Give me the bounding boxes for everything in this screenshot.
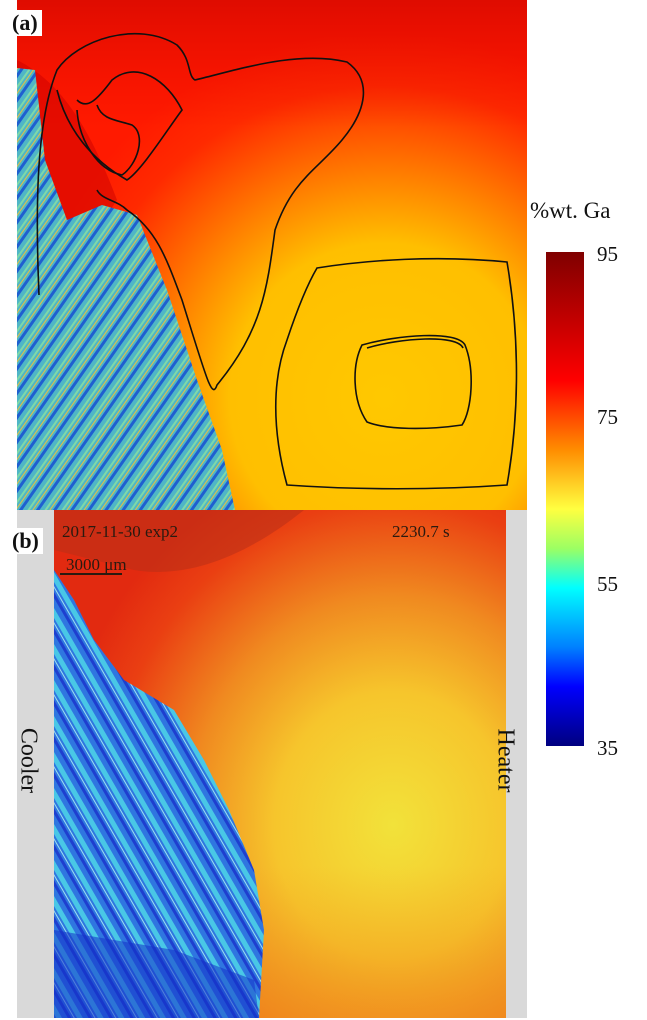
dendrite-region — [17, 68, 235, 510]
time-label: 2230.7 s — [392, 522, 450, 541]
streamlines — [36, 32, 518, 490]
colorbar-title: %wt. Ga — [530, 198, 611, 223]
scale-bar — [60, 573, 122, 575]
experiment-label: 2017-11-30 exp2 — [62, 522, 178, 541]
dendrite-region-experiment — [54, 570, 264, 1018]
colorbar-tick-35: 35 — [597, 736, 618, 760]
panel-b-label: (b) — [8, 528, 43, 554]
scale-bar-label: 3000 μm — [66, 555, 127, 574]
heater-label: Heater — [492, 728, 519, 793]
panel-b-experiment-image — [54, 510, 506, 1018]
colorbar — [546, 252, 584, 746]
cooler-label: Cooler — [15, 727, 42, 794]
panel-a-simulation-map — [17, 0, 527, 510]
colorbar-tick-95: 95 — [597, 242, 618, 266]
colorbar-tick-55: 55 — [597, 572, 618, 596]
panel-a-label: (a) — [8, 10, 42, 36]
colorbar-tick-75: 75 — [597, 405, 618, 429]
